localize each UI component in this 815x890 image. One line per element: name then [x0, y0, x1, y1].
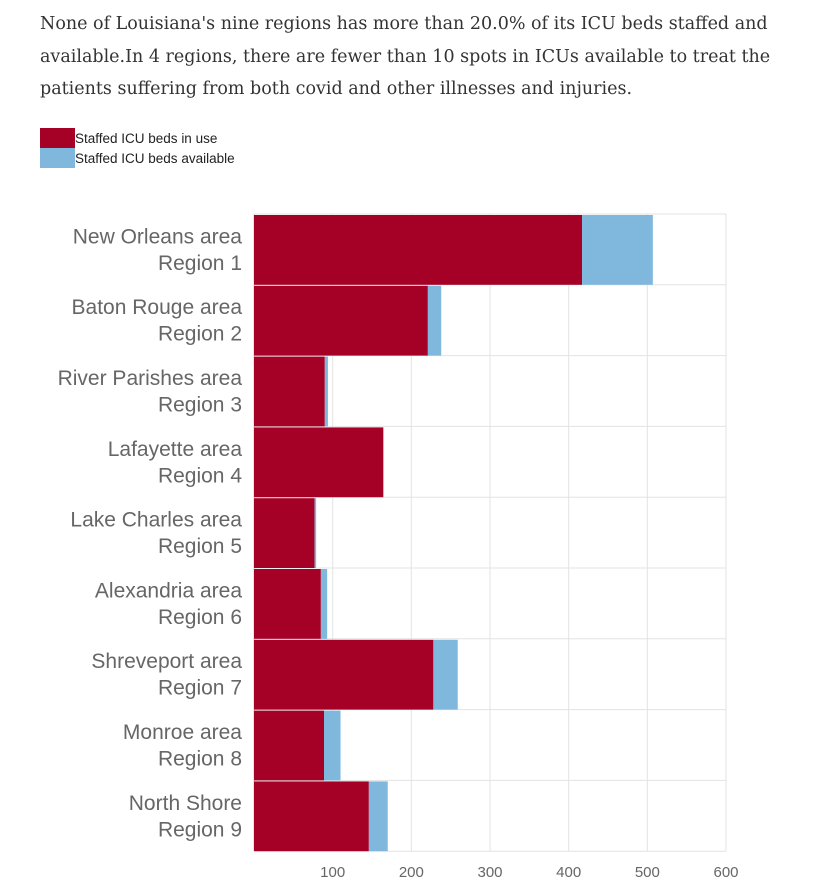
category-label-9-line-2: Region 9 [158, 818, 242, 841]
legend-item-in-use: Staffed ICU beds in use [40, 128, 235, 148]
bar-in-use-4 [254, 427, 384, 498]
category-label-1-line-2: Region 1 [158, 252, 242, 275]
x-tick-label-400: 400 [556, 864, 581, 881]
bar-in-use-5 [254, 498, 315, 568]
intro-text: None of Louisiana's nine regions has mor… [40, 14, 771, 99]
category-label-6-line-1: Alexandria area [95, 579, 242, 602]
category-label-1-line-1: New Orleans area [73, 225, 243, 248]
x-tick-label-300: 300 [477, 864, 502, 881]
legend-item-available: Staffed ICU beds available [40, 148, 235, 168]
bar-available-6 [320, 569, 328, 639]
legend-swatch-available [40, 148, 75, 168]
bar-available-5 [314, 498, 317, 568]
legend-label-in-use: Staffed ICU beds in use [75, 130, 218, 146]
category-label-7-line-2: Region 7 [158, 677, 242, 700]
bar-available-7 [433, 639, 458, 710]
bar-available-2 [427, 285, 442, 356]
x-tick-label-200: 200 [399, 864, 424, 881]
bar-available-1 [582, 215, 653, 285]
legend: Staffed ICU beds in use Staffed ICU beds… [40, 128, 235, 168]
x-tick-label-600: 600 [713, 864, 738, 881]
bar-in-use-6 [254, 569, 321, 639]
category-label-8-line-2: Region 8 [158, 748, 242, 771]
x-tick-label-100: 100 [320, 864, 345, 881]
category-label-5-line-2: Region 5 [158, 535, 242, 558]
category-label-9-line-1: North Shore [129, 792, 242, 815]
legend-label-available: Staffed ICU beds available [75, 150, 235, 166]
bar-available-4 [383, 427, 384, 498]
category-label-4-line-2: Region 4 [158, 464, 242, 487]
bar-in-use-3 [254, 356, 325, 427]
category-label-8-line-1: Monroe area [123, 721, 242, 744]
category-label-3-line-2: Region 3 [158, 394, 242, 417]
category-label-4-line-1: Lafayette area [108, 438, 243, 461]
legend-swatch-in-use [40, 128, 75, 148]
x-tick-label-500: 500 [635, 864, 660, 881]
bar-in-use-7 [254, 639, 434, 710]
bar-available-9 [368, 781, 388, 852]
bar-in-use-9 [254, 781, 369, 852]
bar-in-use-1 [254, 215, 583, 285]
bar-available-3 [324, 356, 328, 427]
category-label-2-line-1: Baton Rouge area [72, 296, 243, 319]
category-label-7-line-1: Shreveport area [91, 650, 242, 673]
category-label-3-line-1: River Parishes area [58, 367, 243, 390]
bar-in-use-8 [254, 710, 325, 781]
category-label-5-line-1: Lake Charles area [70, 509, 242, 532]
category-label-2-line-2: Region 2 [158, 323, 242, 346]
bar-in-use-2 [254, 285, 428, 356]
bar-available-8 [324, 710, 341, 781]
category-label-6-line-2: Region 6 [158, 606, 242, 629]
